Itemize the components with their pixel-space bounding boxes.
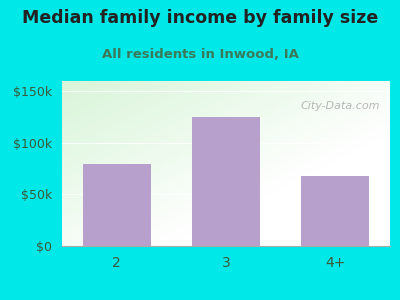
- Bar: [302, 176, 369, 246]
- Text: City-Data.com: City-Data.com: [301, 101, 380, 111]
- Text: Median family income by family size: Median family income by family size: [22, 9, 378, 27]
- Bar: [192, 117, 260, 246]
- Bar: [83, 164, 150, 246]
- Text: All residents in Inwood, IA: All residents in Inwood, IA: [102, 48, 298, 61]
